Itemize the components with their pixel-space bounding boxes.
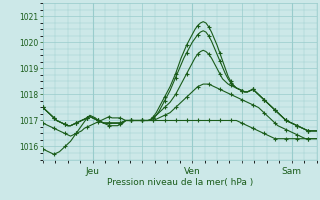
X-axis label: Pression niveau de la mer( hPa ): Pression niveau de la mer( hPa ) [107, 178, 253, 187]
